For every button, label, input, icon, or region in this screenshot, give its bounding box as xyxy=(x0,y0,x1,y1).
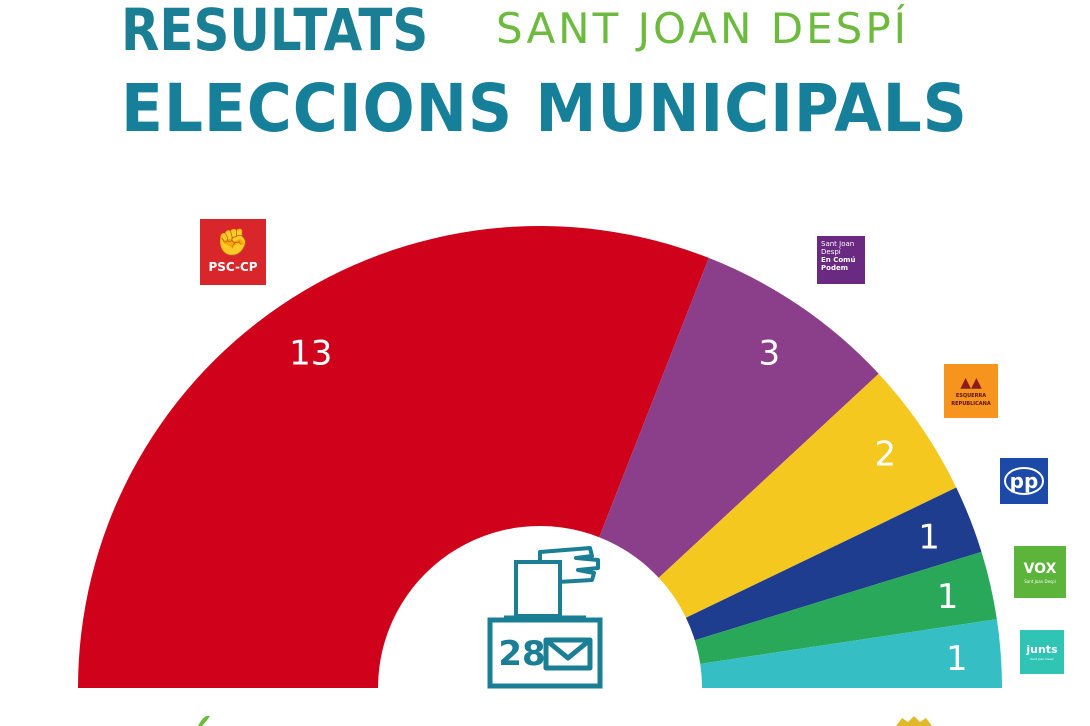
town-name: SANT JOAN DESPÍ xyxy=(496,4,910,53)
seat-segment-3 xyxy=(685,487,982,641)
comu-line-4: Podem xyxy=(821,264,848,272)
junts-logo: junts Sant Joan Despí xyxy=(1020,630,1064,674)
title-resultats: RESULTATS xyxy=(121,0,429,64)
seat-segment-0 xyxy=(78,225,709,688)
seat-count-label-3: 1 xyxy=(918,517,940,557)
seat-count-label-2: 2 xyxy=(875,435,897,475)
seat-count-label-5: 1 xyxy=(946,639,968,679)
vox-logo: VOX Sant Joan Despí xyxy=(1014,546,1066,598)
psc-cp-logo: ✊ PSC-CP xyxy=(200,219,266,285)
seat-count-label-0: 13 xyxy=(289,334,332,374)
erc-flag-icon: ▲▲ xyxy=(960,375,982,391)
seat-segment-5 xyxy=(700,619,1002,688)
junts-logo-label: junts xyxy=(1026,643,1058,656)
seat-segment-2 xyxy=(658,373,957,618)
junts-logo-sub: Sant Joan Despí xyxy=(1030,657,1054,661)
seat-segment-1 xyxy=(599,257,879,578)
seat-count-label-4: 1 xyxy=(937,577,959,617)
crest-icon xyxy=(896,716,932,726)
erc-logo-line-1: ESQUERRA xyxy=(955,393,987,399)
en-comu-podem-logo: Sant Joan Despí En Comú Podem xyxy=(817,236,865,284)
pp-logo-label: pp xyxy=(1003,467,1045,495)
comu-line-2: Despí xyxy=(821,248,841,256)
title-line: RESULTATS xyxy=(121,0,478,64)
psc-logo-label: PSC-CP xyxy=(208,260,258,274)
erc-logo-line-2: REPUBLICANA xyxy=(951,401,991,407)
total-seats: 28 xyxy=(498,634,546,674)
subtitle-eleccions: ELECCIONS MUNICIPALS xyxy=(121,70,968,147)
ballot-box-icon xyxy=(487,546,603,689)
comu-line-3: En Comú xyxy=(821,256,856,264)
leaf-icon xyxy=(198,715,210,726)
comu-line-1: Sant Joan xyxy=(821,240,855,248)
vox-logo-sub: Sant Joan Despí xyxy=(1024,578,1056,584)
rose-fist-icon: ✊ xyxy=(216,228,250,258)
pp-logo: pp xyxy=(1000,458,1048,504)
seat-segment-4 xyxy=(694,551,997,664)
erc-logo: ▲▲ ESQUERRA REPUBLICANA xyxy=(944,364,998,418)
vox-logo-label: VOX xyxy=(1023,560,1057,577)
seat-count-label-1: 3 xyxy=(758,334,780,374)
